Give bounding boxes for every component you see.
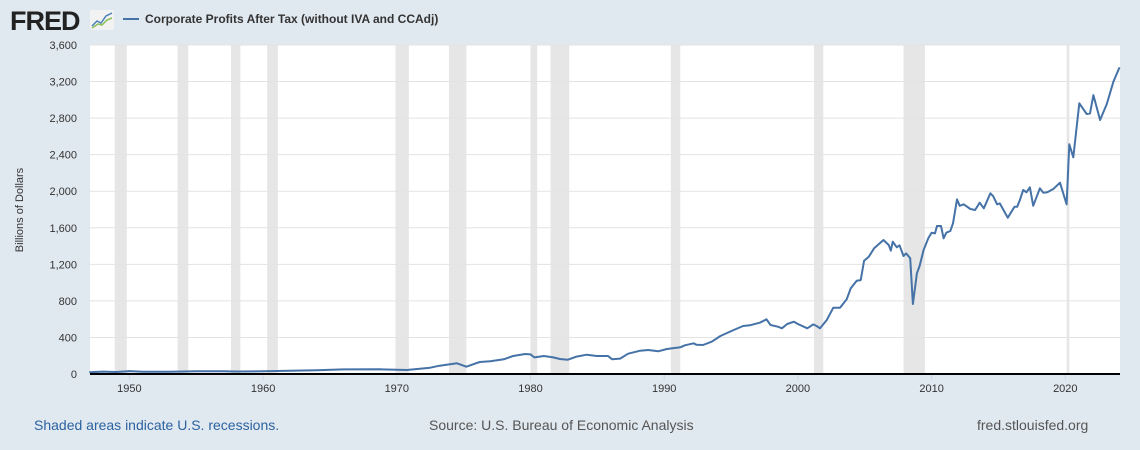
recession-band: [670, 45, 681, 374]
y-tick-label: 1,600: [49, 223, 77, 235]
recession-band: [114, 45, 127, 374]
x-tick-label: 2010: [919, 383, 943, 395]
x-tick-label: 1980: [518, 383, 542, 395]
recession-band: [1066, 45, 1070, 374]
y-tick-label: 3,200: [49, 77, 77, 89]
fred-logo[interactable]: FRED: [10, 6, 80, 36]
x-tick-label: 2020: [1053, 383, 1077, 395]
y-tick-label: 2,400: [49, 150, 77, 162]
y-tick-label: 3,600: [49, 40, 77, 52]
site-link[interactable]: fred.stlouisfed.org: [977, 417, 1089, 433]
recession-band: [903, 45, 925, 374]
y-tick-label: 400: [59, 332, 77, 344]
line-chart-icon: [90, 10, 114, 30]
legend-label: Corporate Profits After Tax (without IVA…: [145, 12, 439, 26]
recession-band: [530, 45, 538, 374]
y-tick-label: 800: [59, 296, 77, 308]
source-text: Source: U.S. Bureau of Economic Analysis: [429, 417, 694, 433]
recession-band: [448, 45, 467, 374]
recession-band: [813, 45, 824, 374]
x-tick-label: 1970: [385, 383, 409, 395]
chart-legend: Corporate Profits After Tax (without IVA…: [123, 12, 438, 26]
x-tick-label: 2000: [786, 383, 810, 395]
recession-band: [177, 45, 189, 374]
y-tick-label: 0: [71, 369, 77, 381]
recession-band: [267, 45, 278, 374]
y-axis-label: Billions of Dollars: [14, 167, 26, 252]
recession-band: [231, 45, 241, 374]
recession-band: [550, 45, 570, 374]
y-tick-label: 2,800: [49, 113, 77, 125]
y-tick-label: 1,200: [49, 259, 77, 271]
series-line: [89, 67, 1121, 374]
x-tick-label: 1990: [652, 383, 676, 395]
y-tick-label: 2,000: [49, 186, 77, 198]
legend-swatch: [123, 18, 139, 20]
recession-note-link[interactable]: Shaded areas indicate U.S. recessions.: [34, 417, 280, 433]
recession-band: [395, 45, 409, 374]
x-tick-label: 1960: [251, 383, 275, 395]
plot-area: [90, 45, 1120, 374]
x-tick-label: 1950: [117, 383, 141, 395]
